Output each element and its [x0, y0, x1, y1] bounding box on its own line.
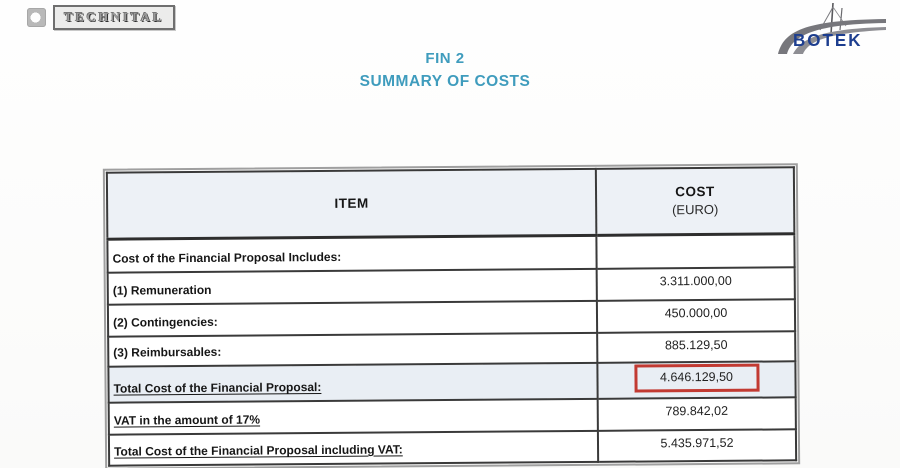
row-cost-value: 4.646.129,50 [597, 361, 796, 399]
table-header-row: ITEM COST (EURO) [106, 167, 795, 239]
botek-wordmark: BOTEK [793, 30, 863, 51]
row-cost-value: 3.311.000,00 [596, 267, 795, 301]
technital-logo: TECHNITAL [27, 5, 175, 30]
row-cost-value: 885.129,50 [597, 331, 796, 363]
title-fin2: FIN 2 [425, 50, 465, 67]
row-cost-value: 5.435.971,52 [597, 429, 797, 462]
technital-emblem-icon [27, 8, 46, 27]
title-summary-of-costs: SUMMARY OF COSTS [359, 73, 531, 90]
header-item: ITEM [106, 168, 597, 239]
row-item-label: Total Cost of the Financial Proposal: [108, 362, 598, 403]
document-title: FIN 2 SUMMARY OF COSTS [0, 50, 890, 91]
botek-road-graphic-icon [778, 2, 886, 54]
technital-wordmark-box: TECHNITAL [53, 5, 175, 30]
highlighted-total-value: 4.646.129,50 [659, 369, 734, 385]
table-row: (1) Remuneration 3.311.000,00 [107, 267, 795, 305]
table-row: (2) Contingencies: 450.000,00 [107, 299, 796, 337]
botek-logo: BOTEK [776, 0, 888, 58]
row-item-label: (3) Reimbursables: [108, 332, 598, 367]
row-item-label: VAT in the amount of 17% [108, 398, 598, 435]
row-item-label: (2) Contingencies: [107, 300, 598, 337]
cost-summary-table: ITEM COST (EURO) Cost of the Financial P… [102, 163, 801, 468]
row-cost-value: 789.842,02 [597, 397, 796, 431]
highlight-red-box: 4.646.129,50 [633, 363, 760, 393]
row-item-label: (1) Remuneration [107, 268, 597, 305]
row-cost-value [596, 233, 795, 269]
table-row-vat: VAT in the amount of 17% 789.842,02 [108, 397, 796, 435]
technital-wordmark: TECHNITAL [64, 9, 164, 24]
row-cost-value: 450.000,00 [596, 299, 796, 333]
cost-summary-table-wrap: ITEM COST (EURO) Cost of the Financial P… [102, 163, 801, 468]
table-row: Cost of the Financial Proposal Includes: [107, 233, 795, 273]
header-cost: COST (EURO) [595, 167, 795, 235]
table-row-total: Total Cost of the Financial Proposal: 4.… [108, 361, 796, 403]
header-cost-line2: (EURO) [672, 202, 719, 218]
row-item-label: Cost of the Financial Proposal Includes: [107, 234, 597, 273]
header-cost-line1: COST [675, 184, 715, 200]
row-item-label: Total Cost of the Financial Proposal inc… [108, 430, 599, 466]
table-row-total-incl-vat: Total Cost of the Financial Proposal inc… [108, 429, 797, 466]
